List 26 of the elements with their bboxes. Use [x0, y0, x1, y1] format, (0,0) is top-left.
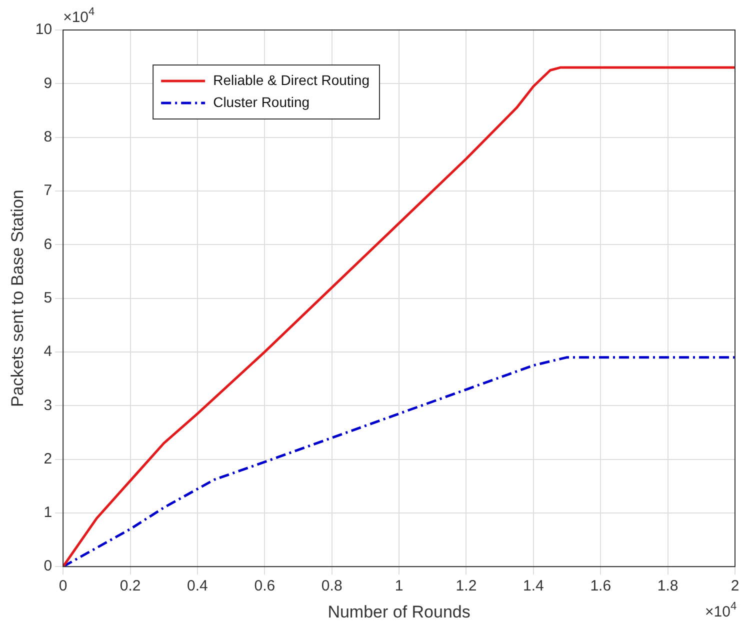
y-tick-label: 2: [44, 450, 52, 468]
y-axis-title: Packets sent to Base Station: [8, 190, 27, 407]
y-tick-label: 9: [44, 74, 52, 92]
y-tick-label: 8: [44, 128, 52, 146]
y-tick-label: 5: [44, 289, 52, 306]
y-tick-label: 0: [44, 558, 52, 575]
y-tick-label: 7: [44, 182, 52, 200]
x-tick-label: 0: [58, 578, 68, 595]
x-tick-label: 0.2: [120, 578, 141, 595]
x-tick-label: 1.8: [657, 578, 678, 595]
y-tick-label: 4: [44, 343, 52, 360]
y-tick-label: 3: [44, 396, 52, 414]
legend-label: Cluster Routing: [213, 94, 310, 110]
x-tick-label: 1.4: [522, 578, 544, 595]
x-tick-label: 1.2: [456, 578, 477, 595]
y-tick-label: 6: [44, 236, 52, 253]
x-tick-label: 0.8: [321, 578, 342, 595]
x-axis-title: Number of Rounds: [328, 602, 470, 622]
x-tick-label: 0.4: [187, 578, 208, 595]
y-tick-label: 1: [44, 504, 52, 522]
x-tick-label: 1: [394, 578, 404, 595]
x-tick-label: 1.6: [590, 578, 612, 595]
x-tick-label: 2: [730, 578, 740, 595]
y-tick-label: 10: [35, 21, 52, 38]
x-tick-label: 0.6: [254, 578, 276, 595]
legend-label: Reliable & Direct Routing: [213, 72, 370, 88]
